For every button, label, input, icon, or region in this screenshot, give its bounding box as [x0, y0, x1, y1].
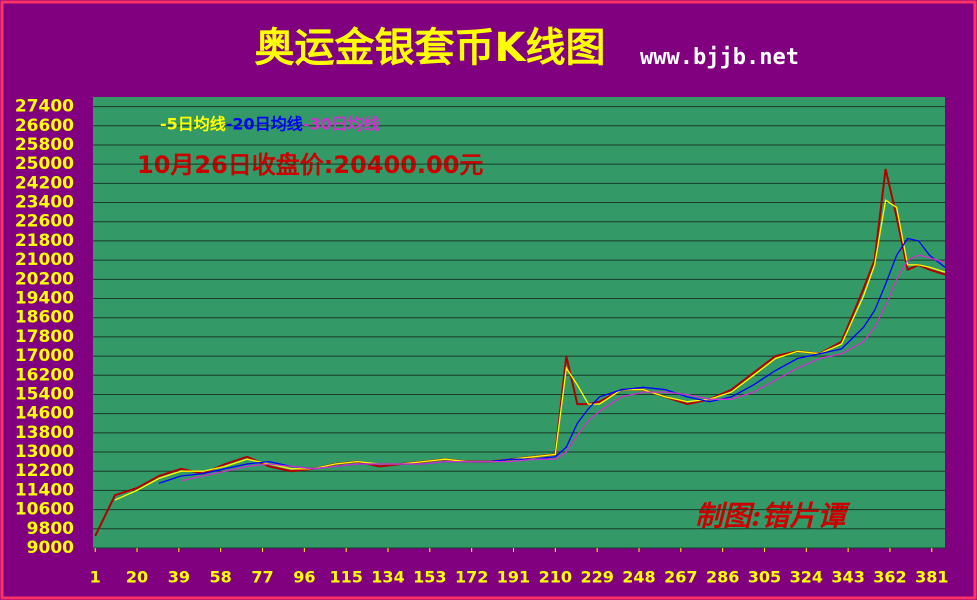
x-tick-label: 305	[748, 568, 781, 587]
y-tick-label: 26600	[15, 116, 74, 136]
legend-entry: -20日均线	[226, 115, 303, 134]
subtitle: www.bjjb.net	[640, 45, 799, 70]
grid	[93, 106, 945, 549]
x-tick-label: 115	[329, 568, 362, 587]
credit: 制图:错片谭	[695, 500, 851, 533]
y-tick-label: 19400	[15, 289, 74, 309]
annotation: 10月26日收盘价:20400.00元	[137, 151, 483, 179]
plot-area	[93, 97, 945, 548]
chart-title: 奥运金银套币K线图	[255, 25, 606, 71]
y-tick-label: 15400	[15, 384, 74, 404]
y-tick-label: 13800	[15, 423, 74, 443]
y-tick-label: 25800	[15, 135, 74, 155]
y-tick-label: 20200	[15, 269, 74, 289]
y-tick-label: 23400	[15, 193, 74, 213]
x-tick-label: 96	[293, 568, 315, 587]
y-tick-label: 25000	[15, 154, 74, 174]
y-tick-label: 27400	[15, 97, 74, 117]
x-tick-label: 172	[455, 568, 488, 587]
x-tick-label: 229	[580, 568, 613, 587]
x-tick-label: 343	[831, 568, 864, 587]
y-tick-label: 9800	[27, 519, 74, 539]
x-tick-label: 381	[915, 568, 948, 587]
y-tick-label: 21000	[15, 250, 74, 270]
x-tick-label: 134	[371, 568, 404, 587]
x-tick-label: 286	[706, 568, 739, 587]
ma-line	[180, 254, 946, 482]
legend-entry: -30日均线	[303, 115, 380, 134]
x-tick-label: 39	[168, 568, 190, 587]
x-tick-label: 210	[539, 568, 572, 587]
y-tick-label: 11400	[15, 480, 74, 500]
y-tick-label: 13000	[15, 442, 74, 462]
price-line	[94, 168, 946, 537]
y-tick-label: 14600	[15, 404, 74, 424]
x-tick-label: 1	[90, 568, 101, 587]
x-tick-label: 267	[664, 568, 697, 587]
x-tick-label: 58	[210, 568, 232, 587]
y-tick-label: 21800	[15, 231, 74, 251]
x-tick-label: 362	[873, 568, 906, 587]
y-tick-label: 24200	[15, 173, 74, 193]
y-tick-label: 17000	[15, 346, 74, 366]
lines	[94, 168, 946, 537]
y-tick-label: 12200	[15, 461, 74, 481]
x-tick-label: 324	[790, 568, 823, 587]
legend: -5日均线 -20日均线 -30日均线	[160, 115, 380, 134]
x-tick-label: 77	[251, 568, 273, 587]
x-tick-label: 191	[497, 568, 530, 587]
y-tick-label: 10600	[15, 500, 74, 520]
x-tick-label: 20	[126, 568, 148, 587]
x-tick-label: 153	[413, 568, 446, 587]
y-tick-label: 18600	[15, 308, 74, 328]
y-tick-label: 22600	[15, 212, 74, 232]
x-tick-label: 248	[622, 568, 655, 587]
y-tick-label: 9000	[27, 538, 74, 558]
y-tick-label: 16200	[15, 365, 74, 385]
y-tick-label: 17800	[15, 327, 74, 347]
legend-entry: -5日均线	[160, 115, 226, 134]
